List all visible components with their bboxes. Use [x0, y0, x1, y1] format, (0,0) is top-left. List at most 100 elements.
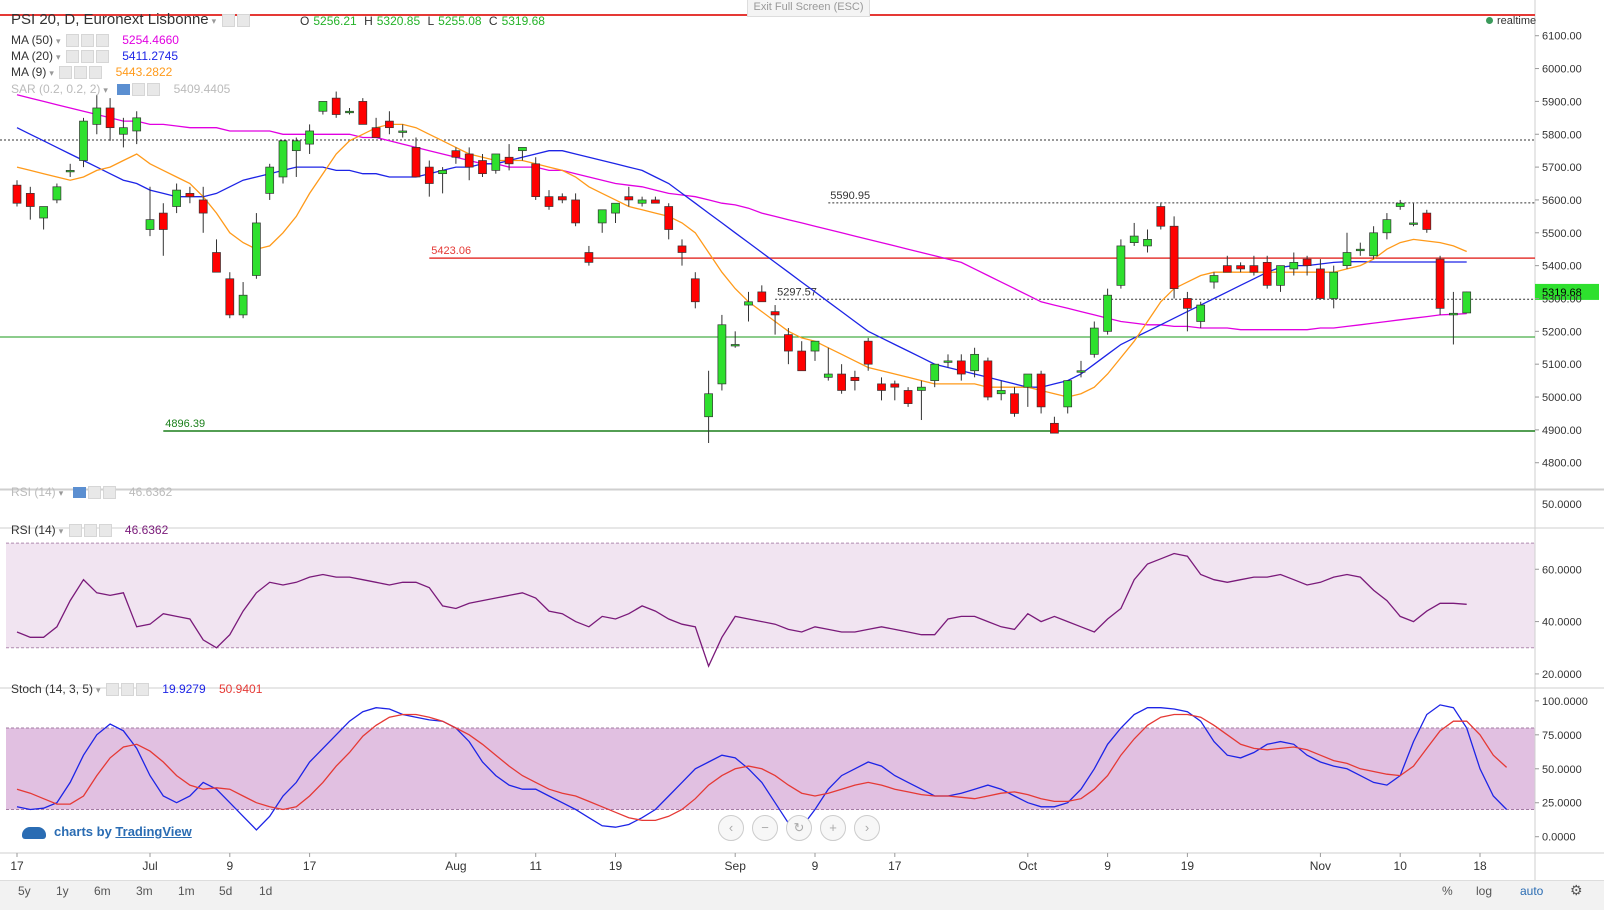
low-label: L: [427, 14, 435, 28]
timeframe-1d[interactable]: 1d: [259, 884, 273, 898]
candle-up: [291, 140, 301, 152]
legend-ma20[interactable]: MA (20) ▾ 5411.2745: [11, 48, 178, 65]
chevron-down-icon[interactable]: ▾: [56, 52, 61, 62]
close-icon[interactable]: [95, 34, 109, 48]
candle-down: [358, 101, 368, 125]
time-tick-label: Aug: [445, 859, 466, 873]
eye-icon[interactable]: [105, 683, 119, 697]
candle-up: [1116, 245, 1126, 286]
exit-fullscreen-button[interactable]: Exit Full Screen (ESC): [747, 0, 870, 17]
stoch-d-line: [16, 713, 1508, 822]
candle-up: [305, 130, 314, 145]
legend-sar[interactable]: SAR (0.2, 0.2, 2) ▾ 5409.4405: [11, 81, 230, 98]
ma9-line: [16, 123, 1467, 398]
stoch-tick-label: 25.0000: [1542, 798, 1582, 810]
candle-down: [1050, 422, 1059, 434]
candle-down: [1316, 268, 1325, 299]
settings-icon[interactable]: [221, 14, 235, 28]
chevron-down-icon[interactable]: ▾: [49, 68, 54, 78]
chevron-down-icon[interactable]: ▾: [96, 685, 101, 695]
close-icon[interactable]: [147, 83, 161, 97]
branding-prefix: charts by: [54, 824, 116, 839]
eye-icon[interactable]: [72, 487, 86, 499]
stoch-tick-label: 50.0000: [1542, 764, 1582, 776]
chevron-down-icon[interactable]: ▾: [58, 526, 64, 536]
chevron-right-icon[interactable]: ›: [854, 815, 880, 841]
settings-icon[interactable]: [132, 83, 146, 97]
candle-up: [1409, 222, 1418, 225]
close-icon[interactable]: [135, 683, 149, 697]
settings-icon[interactable]: [83, 524, 97, 538]
settings-icon[interactable]: [87, 486, 101, 500]
legend-ma9[interactable]: MA (9) ▾ 5443.2822: [11, 64, 172, 81]
close-label: C: [488, 14, 498, 28]
tradingview-branding[interactable]: charts by TradingView: [22, 824, 192, 839]
reset-icon[interactable]: ↻: [786, 815, 812, 841]
stoch-tick-label: 75.0000: [1542, 730, 1582, 742]
stoch-d-value: 50.9401: [219, 682, 263, 696]
timeframe-5y[interactable]: 5y: [18, 884, 31, 898]
candle-up: [132, 117, 142, 132]
time-tick-label: 11: [529, 859, 542, 873]
candle-down: [664, 206, 674, 230]
timeframe-5d[interactable]: 5d: [219, 884, 233, 898]
close-icon[interactable]: [102, 486, 116, 500]
candle-down: [903, 390, 913, 404]
percent-toggle[interactable]: %: [1442, 884, 1453, 898]
candle-up: [265, 166, 275, 194]
chevron-down-icon[interactable]: ▾: [58, 488, 64, 498]
branding-link[interactable]: TradingView: [115, 824, 192, 839]
timeframe-1y[interactable]: 1y: [56, 884, 69, 898]
timeframe-1m[interactable]: 1m: [178, 884, 195, 898]
legend-stoch[interactable]: Stoch (14, 3, 5) ▾ 19.9279 50.9401: [11, 681, 262, 698]
time-tick-label: Oct: [1018, 859, 1037, 873]
chevron-down-icon[interactable]: ▾: [211, 16, 217, 26]
legend-rsi[interactable]: RSI (14) ▾ 46.6362: [11, 522, 168, 539]
tradingview-cloud-icon: [22, 826, 46, 839]
zoom-in-icon[interactable]: +: [820, 815, 846, 841]
rsi-line: [16, 552, 1467, 668]
auto-toggle[interactable]: auto: [1520, 884, 1544, 898]
legend-rsi-hidden[interactable]: RSI (14) ▾ 46.6362: [11, 484, 172, 501]
high-label: H: [364, 14, 373, 28]
legend-ma50[interactable]: MA (50) ▾ 5254.4660: [11, 32, 179, 49]
settings-icon[interactable]: [80, 34, 94, 48]
close-icon[interactable]: [95, 50, 109, 64]
settings-icon[interactable]: [236, 14, 250, 28]
candle-up: [1129, 235, 1139, 243]
chevron-down-icon[interactable]: ▾: [103, 85, 108, 95]
eye-icon[interactable]: [65, 50, 79, 64]
zoom-out-icon[interactable]: −: [752, 815, 778, 841]
candle-up: [730, 344, 740, 347]
close-icon[interactable]: [98, 524, 112, 538]
eye-icon[interactable]: [117, 84, 131, 96]
price-tick-label: 4900.00: [1542, 425, 1582, 437]
ma20-value: 5411.2745: [122, 49, 179, 63]
candle-down: [212, 252, 221, 273]
time-tick-label: 9: [1104, 859, 1111, 873]
high-value: 5320.85: [376, 14, 421, 28]
timeframe-3m[interactable]: 3m: [136, 884, 153, 898]
time-tick-label: 18: [1473, 859, 1487, 873]
settings-icon[interactable]: [74, 66, 88, 80]
chevron-left-icon[interactable]: ‹: [718, 815, 744, 841]
chevron-down-icon[interactable]: ▾: [56, 36, 61, 46]
log-toggle[interactable]: log: [1476, 884, 1493, 898]
gear-icon[interactable]: ⚙: [1570, 882, 1583, 898]
candle-down: [158, 212, 168, 230]
eye-icon[interactable]: [59, 66, 73, 80]
candle-down: [464, 153, 474, 168]
candle-up: [145, 219, 155, 230]
candle-up: [1462, 291, 1472, 314]
eye-icon[interactable]: [68, 524, 82, 538]
candle-up: [79, 120, 88, 161]
candle-down: [1249, 265, 1259, 273]
settings-icon[interactable]: [120, 683, 134, 697]
timeframe-6m[interactable]: 6m: [94, 884, 111, 898]
eye-icon[interactable]: [65, 34, 79, 48]
candle-up: [52, 186, 62, 201]
close-icon[interactable]: [89, 66, 103, 80]
ma9-label: MA (9): [11, 65, 47, 79]
settings-icon[interactable]: [80, 50, 94, 64]
